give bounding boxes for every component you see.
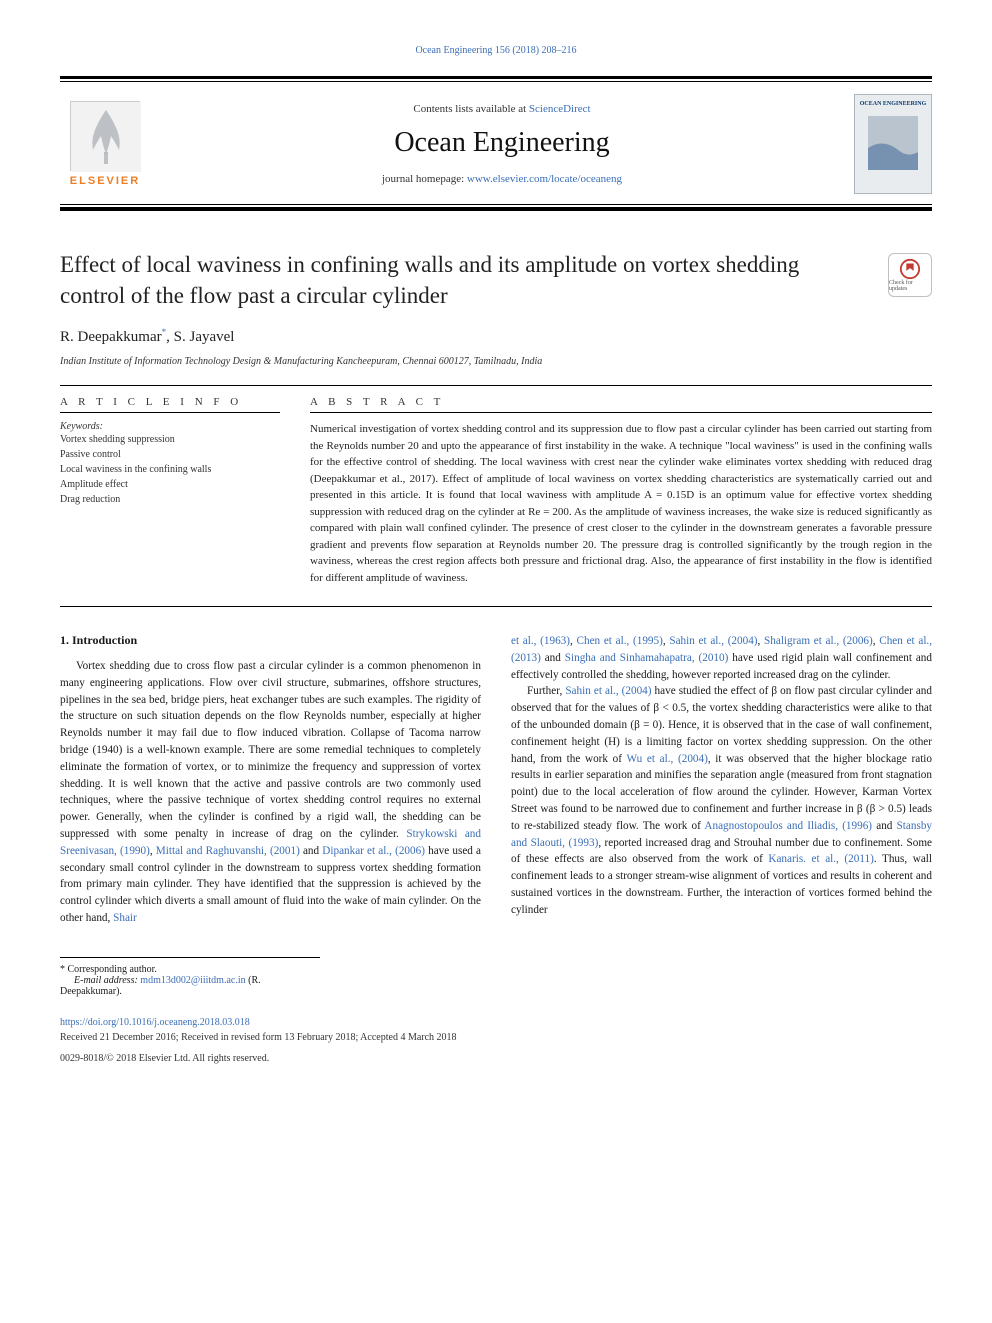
keyword-item: Drag reduction: [60, 492, 280, 507]
keyword-item: Local waviness in the confining walls: [60, 462, 280, 477]
citation-link[interactable]: Mittal and Raghuvanshi, (2001): [156, 845, 300, 857]
keyword-item: Vortex shedding suppression: [60, 432, 280, 447]
journal-homepage-line: journal homepage: www.elsevier.com/locat…: [150, 173, 854, 185]
keywords-heading: Keywords:: [60, 421, 280, 432]
abstract-text: Numerical investigation of vortex sheddi…: [310, 421, 932, 586]
citation-link[interactable]: Sahin et al., (2004): [565, 685, 651, 697]
citation-link[interactable]: Dipankar et al., (2006): [322, 845, 425, 857]
intro-paragraph-right-1: et al., (1963), Chen et al., (1995), Sah…: [511, 633, 932, 683]
section-1-heading: 1. Introduction: [60, 633, 481, 648]
elsevier-tree-icon: [70, 101, 140, 171]
citation-link[interactable]: Shaligram et al., (2006): [764, 635, 873, 647]
citation-link[interactable]: et al., (1963): [511, 635, 570, 647]
cover-thumb-title: OCEAN ENGINEERING: [860, 101, 927, 108]
body-two-column: 1. Introduction Vortex shedding due to c…: [60, 633, 932, 927]
authors-line: R. Deepakkumar*, S. Jayavel: [60, 327, 932, 346]
contents-lists-line: Contents lists available at ScienceDirec…: [150, 103, 854, 115]
article-info-label: A R T I C L E I N F O: [60, 396, 280, 408]
elsevier-logo: ELSEVIER: [60, 94, 150, 194]
citation-link[interactable]: Shair: [113, 912, 137, 924]
sciencedirect-link[interactable]: ScienceDirect: [529, 103, 591, 115]
citation-link[interactable]: Chen et al., (1995): [577, 635, 663, 647]
check-updates-label: Check for updates: [889, 280, 931, 292]
homepage-prefix: journal homepage:: [382, 173, 467, 185]
journal-homepage-link[interactable]: www.elsevier.com/locate/oceaneng: [467, 173, 622, 185]
citation-link[interactable]: Singha and Sinhamahapatra, (2010): [565, 652, 729, 664]
article-dates: Received 21 December 2016; Received in r…: [60, 1032, 932, 1043]
journal-cover-thumbnail: OCEAN ENGINEERING: [854, 94, 932, 194]
author-2: S. Jayavel: [174, 329, 235, 345]
citation-link[interactable]: Sahin et al., (2004): [669, 635, 757, 647]
doi-link[interactable]: https://doi.org/10.1016/j.oceaneng.2018.…: [60, 1017, 250, 1028]
citation-link[interactable]: Anagnostopoulos and Iliadis, (1996): [704, 820, 872, 832]
masthead: ELSEVIER Contents lists available at Sci…: [60, 86, 932, 202]
page-footer: https://doi.org/10.1016/j.oceaneng.2018.…: [60, 1017, 932, 1064]
rule-above-info: [60, 385, 932, 386]
email-label: E-mail address:: [74, 975, 140, 986]
keyword-item: Amplitude effect: [60, 477, 280, 492]
article-title: Effect of local waviness in confining wa…: [60, 249, 932, 311]
article-info-rule: [60, 412, 280, 413]
intro-paragraph-right-2: Further, Sahin et al., (2004) have studi…: [511, 683, 932, 918]
running-head-citation: Ocean Engineering 156 (2018) 208–216: [60, 45, 932, 56]
check-for-updates-badge[interactable]: Check for updates: [888, 253, 932, 297]
masthead-top-rule: [60, 76, 932, 82]
keywords-list: Vortex shedding suppression Passive cont…: [60, 432, 280, 507]
intro-paragraph-left: Vortex shedding due to cross flow past a…: [60, 658, 481, 927]
keyword-item: Passive control: [60, 447, 280, 462]
masthead-bottom-rule: [60, 204, 932, 211]
copyright-line: 0029-8018/© 2018 Elsevier Ltd. All right…: [60, 1053, 932, 1064]
corresponding-author-footnote: * Corresponding author. E-mail address: …: [60, 957, 320, 997]
elsevier-wordmark: ELSEVIER: [70, 175, 140, 187]
citation-link[interactable]: Wu et al., (2004): [627, 753, 708, 765]
citation-link[interactable]: Kanaris. et al., (2011): [768, 853, 873, 865]
abstract-rule: [310, 412, 932, 413]
rule-below-abstract: [60, 606, 932, 607]
abstract-label: A B S T R A C T: [310, 396, 932, 408]
journal-name: Ocean Engineering: [150, 127, 854, 159]
corresponding-label: * Corresponding author.: [60, 964, 320, 975]
contents-prefix: Contents lists available at: [413, 103, 528, 115]
author-1: R. Deepakkumar: [60, 329, 162, 345]
email-link[interactable]: mdm13d002@iiitdm.ac.in: [140, 975, 245, 986]
affiliation: Indian Institute of Information Technolo…: [60, 356, 932, 367]
